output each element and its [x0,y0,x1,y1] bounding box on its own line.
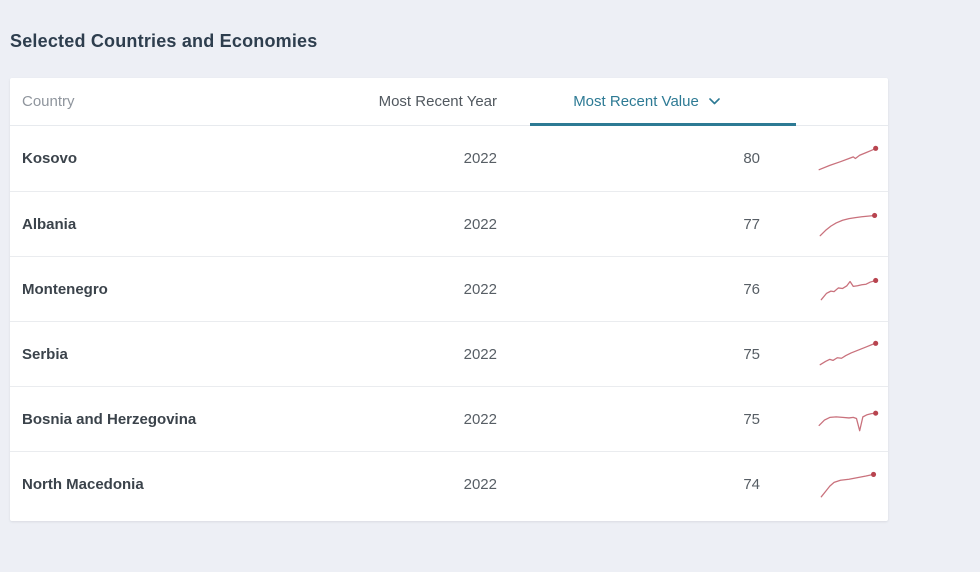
most-recent-year: 2022 [463,475,497,493]
table-row[interactable]: Bosnia and Herzegovina 2022 75 [10,386,888,451]
most-recent-year: 2022 [463,345,497,363]
table-row[interactable]: Kosovo 2022 80 [10,126,888,191]
table-row[interactable]: Serbia 2022 75 [10,321,888,386]
country-name[interactable]: Albania [22,215,77,233]
page-title: Selected Countries and Economies [10,31,318,51]
column-header-most-recent-value[interactable]: Most Recent Value [497,78,796,126]
most-recent-value: 74 [743,475,760,493]
column-header-most-recent-value-label: Most Recent Value [573,93,699,110]
sparkline-chart [803,403,881,435]
table-row[interactable]: North Macedonia 2022 74 [10,451,888,516]
most-recent-value: 80 [743,150,760,167]
most-recent-value: 75 [743,345,760,363]
chevron-down-icon [709,98,720,105]
country-name[interactable]: Bosnia and Herzegovina [22,410,197,428]
country-name[interactable]: Serbia [22,345,68,363]
sparkline-chart [803,273,881,305]
most-recent-year: 2022 [463,150,497,167]
country-name[interactable]: Montenegro [22,280,108,298]
sparkline-chart [803,338,881,370]
table-header: Country Most Recent Year Most Recent Val… [10,78,888,126]
most-recent-value: 77 [743,215,760,233]
most-recent-year: 2022 [463,410,497,428]
column-header-country[interactable]: Country [22,93,75,110]
column-header-most-recent-year[interactable]: Most Recent Year [378,93,497,110]
table-row[interactable]: Albania 2022 77 [10,191,888,256]
most-recent-year: 2022 [463,215,497,233]
page: Selected Countries and Economies Country… [0,30,980,521]
most-recent-value: 75 [743,410,760,428]
sparkline-chart [803,208,881,240]
countries-table-card: Country Most Recent Year Most Recent Val… [10,78,888,521]
most-recent-year: 2022 [463,280,497,298]
sparkline-chart [803,143,881,175]
country-name[interactable]: North Macedonia [22,475,144,493]
country-name[interactable]: Kosovo [22,150,78,167]
table-body: Kosovo 2022 80 Albania 2022 77 Montenegr… [10,126,888,516]
most-recent-value: 76 [743,280,760,298]
sparkline-chart [803,468,881,500]
table-row[interactable]: Montenegro 2022 76 [10,256,888,321]
